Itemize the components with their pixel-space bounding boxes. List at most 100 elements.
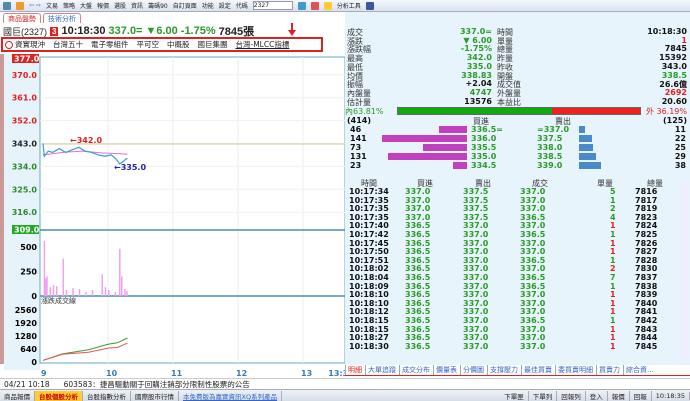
trade-cell: 337.0 [405, 195, 431, 205]
task-tab-1[interactable]: 台股個股分析 [35, 390, 83, 401]
task-tab-3[interactable]: 國際股市行情 [131, 390, 179, 401]
menu-9[interactable]: 設定 [218, 3, 231, 10]
left-edge [0, 54, 4, 364]
trade-cell: 10:17:34 [349, 187, 389, 196]
news-ticker[interactable]: 04/21 10:18 603583：捷昌驅動關于回購注銷部分限制性股票的公告 [0, 378, 690, 389]
summary-value: 26.6億 [659, 80, 687, 90]
trade-cell: 7830 [635, 264, 658, 274]
code-input[interactable]: 2327 [252, 1, 293, 10]
trade-cell: 1 [610, 341, 616, 351]
summary-value: -1.75% [460, 44, 492, 54]
trade-cell: 7838 [635, 281, 658, 291]
ask-qty: 11 [674, 125, 686, 134]
trades-scrollbar[interactable] [682, 180, 689, 360]
menu-8[interactable]: 功能 [201, 3, 214, 10]
trade-cell: 337.0 [463, 290, 489, 300]
tab-market[interactable]: 商品盤勢 [3, 13, 41, 23]
detail-tab-6[interactable]: 最佳買賣 [521, 365, 554, 375]
trade-cell: 10:17:35 [349, 204, 389, 214]
trade-cell: 1 [610, 298, 616, 308]
category-icon[interactable] [5, 40, 13, 49]
order-box-button[interactable]: 下單匣 [500, 390, 529, 401]
quote-header: 國巨(2327) 3 10:18:30 337.0= ▼6.00 -1.75% … [3, 23, 254, 39]
volume-tick: 500 [20, 243, 37, 252]
dollar-icon[interactable] [323, 1, 332, 10]
trade-cell: 336.5 [405, 221, 431, 231]
trade-cell: 10:17:40 [349, 221, 389, 231]
menu-2[interactable]: 大盤 [80, 3, 93, 10]
detail-tab-1[interactable]: 大單追蹤 [365, 365, 398, 375]
detail-tab-2[interactable]: 成交分布 [399, 365, 432, 375]
summary-value: 15392 [659, 53, 687, 63]
detail-tab-7[interactable]: 委買賣明細 [555, 365, 595, 375]
menu-3[interactable]: 報價 [97, 3, 110, 10]
trade-cell: 337.0 [520, 307, 546, 317]
price-tick: 343.0 [12, 140, 38, 149]
low-annotation: ←335.0 [114, 163, 146, 172]
volume-bar [49, 287, 51, 296]
login-button[interactable]: 登入 [586, 390, 608, 401]
home-icon[interactable] [16, 1, 24, 10]
detail-tab-8[interactable]: 買賣力 [596, 365, 622, 375]
price-line [42, 143, 128, 165]
trade-header: 總量 [647, 179, 663, 188]
category-4[interactable]: 中概股 [167, 40, 190, 49]
volume-bar [124, 289, 126, 296]
trade-cell: 336.5 [520, 255, 546, 265]
trade-cell: 337.0 [463, 341, 489, 351]
grid-icon[interactable] [3, 1, 11, 10]
analysis-tool-menu[interactable]: 分析工具 [336, 3, 361, 10]
summary-label: 估計量 [347, 97, 371, 107]
cum-down-line [42, 342, 128, 361]
ask-qty: 29 [674, 152, 686, 161]
quote-checkbox[interactable]: 報價 [608, 390, 630, 401]
category-0[interactable]: 資實現沖 [15, 40, 45, 49]
bid-price: 334.5 [471, 161, 497, 170]
trade-cell: 7824 [635, 221, 658, 231]
report-bar-button[interactable]: 回報列 [557, 390, 586, 401]
volume-bar [62, 258, 64, 296]
detail-tab-4[interactable]: 分價圖 [460, 365, 486, 375]
menu-1[interactable]: 策略 [62, 3, 75, 10]
detail-tab-0[interactable]: 明細 [345, 365, 364, 375]
summary-value: 20.60 [661, 96, 687, 106]
category-3[interactable]: 平可空 [136, 40, 160, 49]
trade-cell: 336.5 [405, 264, 431, 274]
stock-name: 國巨(2327) [3, 26, 48, 37]
order-bar-button[interactable]: 下單列 [529, 390, 558, 401]
report-checkbox[interactable]: 回報 [630, 390, 652, 401]
facebook-icon[interactable] [365, 1, 374, 10]
category-6[interactable]: 台灣-MLCC指標 [235, 40, 290, 49]
task-tab-0[interactable]: 商品報價 [0, 390, 35, 401]
task-tab-2[interactable]: 台股指數分析 [83, 390, 131, 401]
price-tick: 352.0 [12, 117, 38, 126]
menu-4[interactable]: 選股 [114, 3, 127, 10]
chart-icon[interactable] [297, 1, 306, 10]
summary-value: 2692 [664, 87, 687, 97]
quote-change: ▼6.00 [145, 25, 178, 37]
kline-icon[interactable] [310, 1, 319, 10]
news-text[interactable]: 603583：捷昌驅動關于回購注銷部分限制性股票的公告 [63, 379, 250, 389]
trade-cell: 337.0 [520, 238, 546, 248]
cum-chart-title: 漲跌成交線 [41, 296, 76, 305]
volume-bar [65, 290, 68, 296]
detail-tab-5[interactable]: 支撐壓力 [487, 365, 520, 375]
menu-6[interactable]: 籌碼90 [148, 3, 168, 10]
trade-header: 時間 [361, 179, 377, 188]
category-2[interactable]: 電子零組件 [91, 40, 129, 49]
notice-link[interactable]: 本免費版為嘉實資訊XQ系列產品 [179, 390, 283, 401]
summary-label: 外盤量 [497, 88, 521, 98]
category-5[interactable]: 國巨集團 [197, 40, 228, 49]
back-icon[interactable]: ⇦ ⇨ [29, 2, 41, 9]
detail-tab-9[interactable]: 綜合資... [623, 365, 656, 375]
menu-0[interactable]: 文易 [45, 3, 58, 10]
tab-technical[interactable]: 技術分析 [43, 13, 81, 23]
detail-tab-3[interactable]: 價量表 [433, 365, 459, 375]
intraday-chart[interactable]: 377.0 309.0 370.0361.0352.0343.0334.0325… [0, 0, 345, 378]
menu-7[interactable]: 自訂頁面 [172, 3, 197, 10]
trade-cell: 337.0 [463, 333, 489, 343]
menu-5[interactable]: 資訊 [131, 3, 144, 10]
summary-label: 總量 [497, 45, 513, 55]
volume-bar [114, 292, 116, 296]
category-1[interactable]: 台灣五十 [53, 40, 83, 49]
